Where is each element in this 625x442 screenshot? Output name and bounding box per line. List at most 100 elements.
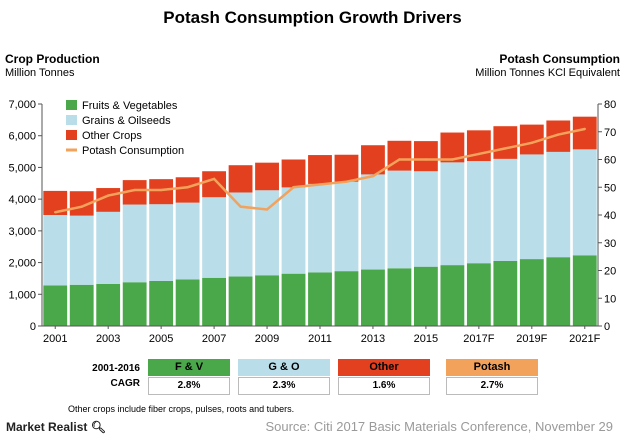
bar-fv-2020F — [546, 257, 571, 326]
potash-point-2007 — [212, 177, 216, 181]
bar-other-2018F — [493, 126, 518, 159]
logo-text: Market Realist — [6, 420, 88, 434]
legend-label-1: Grains & Oilseeds — [82, 115, 171, 127]
legend-swatch-1 — [66, 115, 77, 125]
chart-title: Potash Consumption Growth Drivers — [163, 8, 462, 27]
bar-go-2011 — [308, 183, 332, 273]
potash-point-2014 — [398, 158, 401, 161]
bar-fv-2016 — [440, 265, 465, 326]
left-axis-unit: Million Tonnes — [5, 67, 75, 79]
bar-go-2010 — [281, 187, 306, 274]
bar-go-2021F — [572, 149, 597, 256]
bar-other-2013 — [361, 145, 385, 175]
x-tick-label-2021F: 2021F — [569, 333, 600, 345]
right-tick-label-30: 30 — [604, 238, 616, 250]
bar-go-2013 — [361, 174, 385, 270]
bar-other-2006 — [175, 177, 200, 203]
potash-point-2011 — [318, 183, 322, 186]
bar-fv-2013 — [361, 269, 385, 326]
left-axis-header: Crop Production Million Tonnes — [5, 52, 100, 80]
left-tick-label-0: 0 — [30, 321, 36, 333]
bar-go-2019F — [519, 154, 544, 260]
x-tick-label-2015: 2015 — [414, 333, 438, 345]
cagr-value-1: 2.3% — [238, 377, 330, 395]
bar-other-2015 — [413, 141, 438, 172]
potash-point-2018F — [504, 147, 507, 150]
bar-other-2016 — [440, 132, 465, 163]
bar-fv-2006 — [175, 279, 200, 326]
bar-fv-2018F — [493, 260, 518, 326]
bar-go-2015 — [413, 171, 438, 267]
bar-go-2003 — [96, 211, 121, 284]
bar-go-2009 — [255, 190, 279, 276]
bar-fv-2014 — [387, 268, 412, 326]
bar-fv-2011 — [308, 272, 332, 326]
right-tick-label-10: 10 — [604, 293, 616, 305]
potash-point-2004 — [133, 188, 136, 192]
bar-fv-2010 — [281, 273, 306, 326]
bar-other-2021F — [572, 116, 597, 150]
right-tick-label-50: 50 — [604, 182, 616, 194]
source-text: Source: Citi 2017 Basic Materials Confer… — [265, 419, 613, 434]
potash-point-2003 — [106, 194, 110, 197]
footnote: Other crops include fiber crops, pulses,… — [68, 404, 295, 414]
cagr-name-3: Potash — [446, 359, 538, 376]
x-tick-label-2013: 2013 — [361, 333, 385, 345]
potash-point-2002 — [80, 205, 83, 208]
bar-fv-2003 — [96, 283, 121, 326]
bar-other-2007 — [202, 171, 227, 198]
cagr-value-3: 2.7% — [446, 377, 538, 395]
bar-go-2002 — [69, 215, 94, 285]
bar-other-2019F — [519, 124, 544, 155]
left-tick-label-4000: 4,000 — [8, 194, 36, 206]
bar-other-2012 — [334, 154, 359, 182]
bar-other-2020F — [546, 120, 571, 152]
bar-go-2014 — [387, 170, 412, 269]
x-tick-label-2003: 2003 — [96, 333, 120, 345]
bar-fv-2015 — [413, 266, 438, 326]
bar-fv-2019F — [519, 259, 544, 326]
cagr-name-1: G & O — [238, 359, 330, 376]
right-tick-label-20: 20 — [604, 266, 616, 278]
potash-point-2012 — [345, 180, 348, 183]
market-realist-logo: Market Realist 🔍︎ — [6, 420, 106, 434]
left-tick-label-2000: 2,000 — [8, 258, 36, 270]
right-axis-header: Potash Consumption Million Tonnes KCl Eq… — [475, 52, 620, 80]
bar-go-2018F — [493, 158, 518, 261]
potash-point-2015 — [424, 158, 428, 161]
x-tick-label-2005: 2005 — [149, 333, 173, 345]
potash-point-2005 — [159, 188, 163, 192]
legend-swatch-2 — [66, 130, 77, 140]
cagr-label: CAGR — [110, 378, 140, 389]
right-tick-label-0: 0 — [604, 321, 610, 333]
cagr-name-2: Other — [338, 359, 430, 376]
bar-other-2011 — [308, 155, 332, 184]
right-tick-label-40: 40 — [604, 210, 616, 222]
legend-label-3: Potash Consumption — [82, 145, 184, 157]
bar-go-2020F — [546, 151, 571, 258]
cagr-value-2: 1.6% — [338, 377, 430, 395]
potash-point-2013 — [371, 174, 375, 178]
legend-label-0: Fruits & Vegetables — [82, 100, 178, 112]
bar-fv-2005 — [149, 280, 174, 326]
bar-go-2006 — [175, 202, 200, 280]
bar-other-2008 — [228, 165, 253, 193]
bar-other-2004 — [122, 180, 147, 205]
left-tick-label-5000: 5,000 — [8, 162, 36, 174]
potash-point-2019F — [530, 141, 534, 145]
potash-point-2009 — [265, 208, 269, 211]
bar-fv-2017F — [466, 263, 491, 326]
bar-go-2004 — [122, 204, 147, 283]
x-tick-label-2009: 2009 — [255, 333, 279, 345]
potash-point-2021F — [583, 127, 586, 131]
cagr-period: 2001-2016 — [92, 363, 140, 374]
x-tick-label-2011: 2011 — [308, 333, 332, 345]
bar-go-2001 — [43, 215, 68, 286]
bar-go-2007 — [202, 197, 227, 278]
right-tick-label-60: 60 — [604, 155, 616, 167]
potash-point-2016 — [451, 158, 454, 161]
x-tick-label-2007: 2007 — [202, 333, 226, 345]
x-tick-label-2001: 2001 — [43, 333, 67, 345]
left-tick-label-6000: 6,000 — [8, 131, 36, 143]
bar-fv-2004 — [122, 282, 147, 326]
